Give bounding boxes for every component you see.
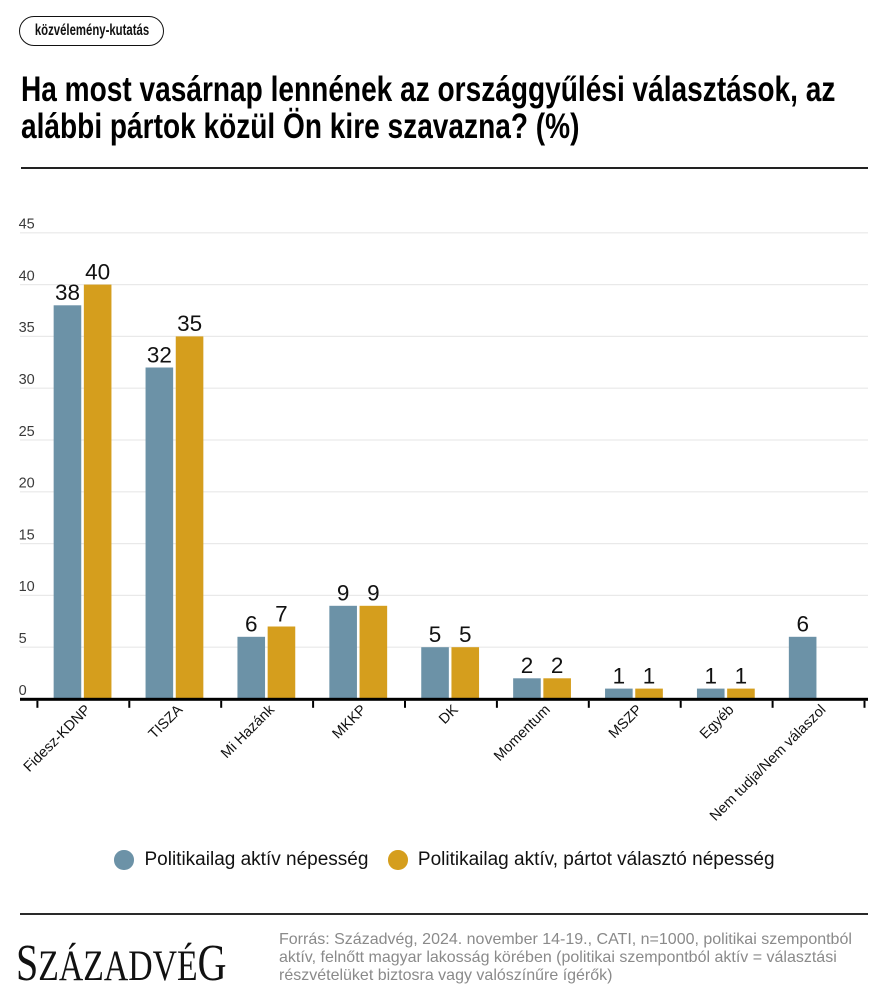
svg-text:9: 9 xyxy=(367,581,380,606)
svg-text:Mi Hazánk: Mi Hazánk xyxy=(218,701,278,761)
svg-text:1: 1 xyxy=(705,663,718,688)
svg-text:6: 6 xyxy=(245,612,258,637)
svg-text:25: 25 xyxy=(19,424,35,440)
svg-text:TISZA: TISZA xyxy=(146,702,187,743)
svg-text:1: 1 xyxy=(735,663,748,688)
svg-text:5: 5 xyxy=(19,631,27,647)
svg-text:40: 40 xyxy=(19,268,35,284)
svg-text:45: 45 xyxy=(19,217,35,233)
svg-text:2: 2 xyxy=(551,653,564,678)
svg-text:1: 1 xyxy=(613,663,626,688)
svg-text:35: 35 xyxy=(177,311,202,336)
svg-text:9: 9 xyxy=(337,581,350,606)
svg-text:Egyéb: Egyéb xyxy=(697,702,737,742)
svg-text:DK: DK xyxy=(436,702,462,728)
svg-text:5: 5 xyxy=(429,622,442,647)
svg-text:15: 15 xyxy=(19,527,35,543)
svg-text:35: 35 xyxy=(19,320,35,336)
svg-text:Momentum: Momentum xyxy=(491,702,554,765)
svg-text:6: 6 xyxy=(796,612,809,637)
svg-text:7: 7 xyxy=(275,601,288,626)
svg-text:1: 1 xyxy=(643,663,656,688)
svg-text:32: 32 xyxy=(147,342,172,367)
svg-text:2: 2 xyxy=(521,653,534,678)
svg-text:MSZP: MSZP xyxy=(606,702,646,742)
svg-text:38: 38 xyxy=(55,280,80,305)
svg-text:10: 10 xyxy=(19,579,35,595)
svg-text:0: 0 xyxy=(19,683,27,699)
svg-text:30: 30 xyxy=(19,372,35,388)
svg-text:5: 5 xyxy=(459,622,472,647)
svg-text:MKKP: MKKP xyxy=(330,702,370,742)
svg-text:40: 40 xyxy=(85,259,110,284)
svg-text:20: 20 xyxy=(19,476,35,492)
svg-text:Fidesz-KDNP: Fidesz-KDNP xyxy=(21,702,94,775)
